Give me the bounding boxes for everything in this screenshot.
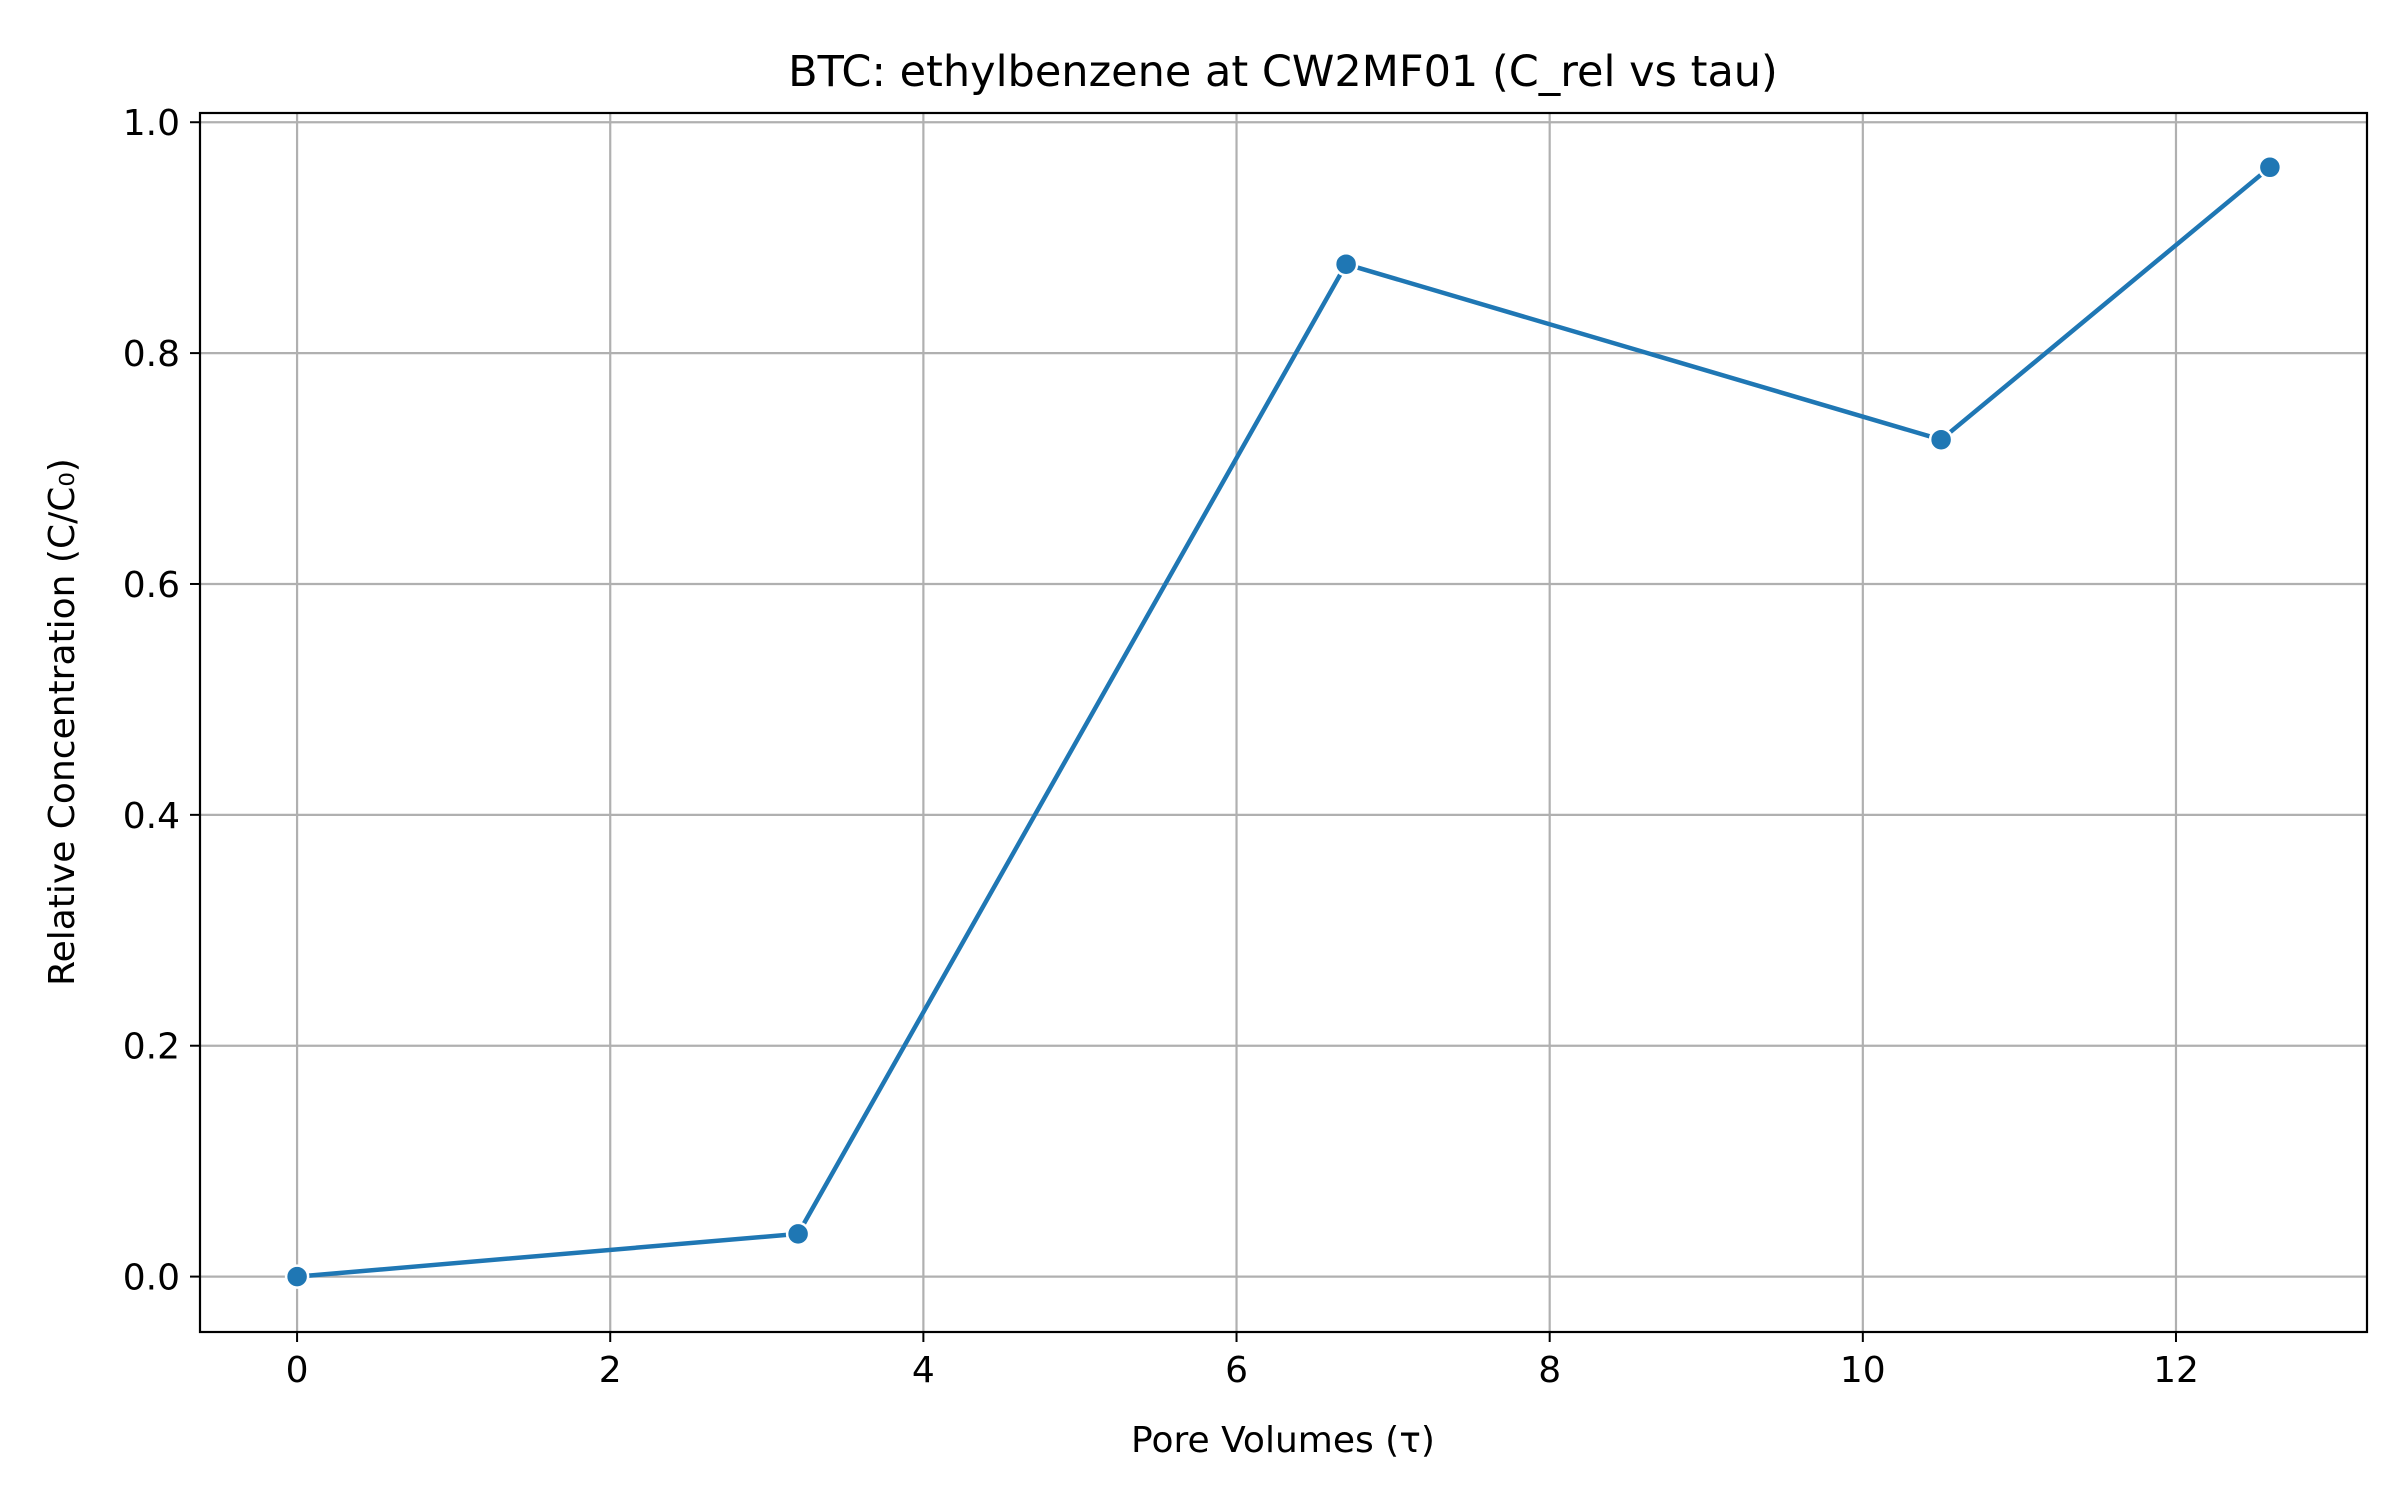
x-tick-label: 10 [1840,1350,1886,1391]
data-point [1928,427,1954,452]
data-point [2257,155,2283,180]
data-point [1333,251,1359,277]
ticks: 0 2 4 6 8 10 12 0.0 0.2 0.4 0.6 0.8 1.0 [123,103,2199,1391]
marker-layer [284,155,2283,1289]
y-tick-label: 1.0 [123,103,180,144]
plot-frame [198,111,2369,1334]
x-tick-label: 4 [912,1350,935,1391]
data-point [284,1264,310,1289]
x-tick-label: 0 [286,1350,309,1391]
x-tick-label: 6 [1225,1350,1248,1391]
x-tick-label: 8 [1538,1350,1561,1391]
x-tick-label: 12 [2153,1350,2199,1391]
y-tick-label: 0.0 [123,1258,180,1299]
y-tick-label: 0.2 [123,1027,180,1068]
data-point [785,1221,811,1247]
chart-title: BTC: ethylbenzene at CW2MF01 (C_rel vs t… [788,47,1778,97]
y-axis-title: Relative Concentration (C/C₀) [42,458,83,986]
x-tick-label: 2 [599,1350,622,1391]
y-tick-label: 0.4 [123,796,180,837]
y-tick-label: 0.8 [123,334,180,375]
plot-background [200,113,2367,1332]
x-axis-title: Pore Volumes (τ) [1131,1420,1435,1461]
grid [200,113,2367,1332]
y-tick-label: 0.6 [123,565,180,606]
